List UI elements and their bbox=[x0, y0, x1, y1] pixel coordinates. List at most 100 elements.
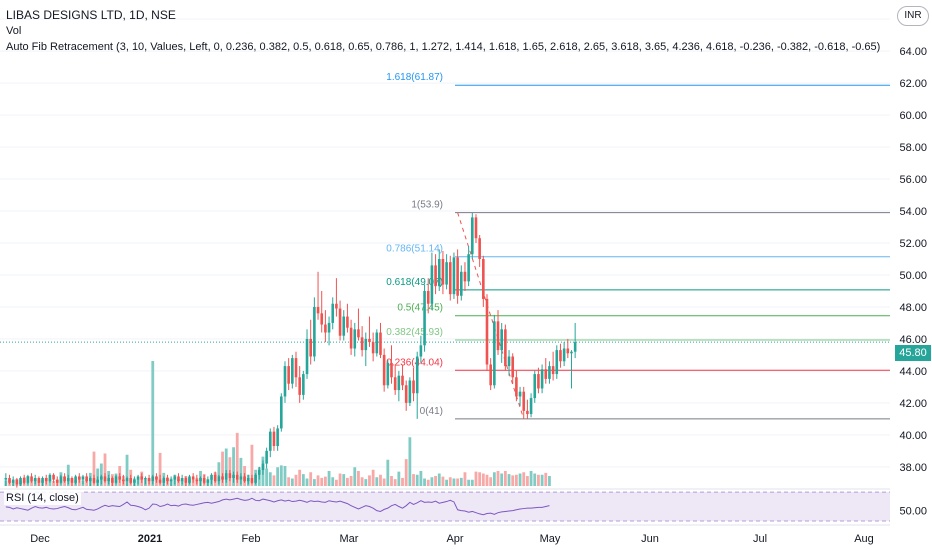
candle-body bbox=[81, 476, 85, 480]
fib-level-label: 0.236(44.04) bbox=[386, 357, 443, 368]
candle-body bbox=[151, 476, 155, 482]
candle-body bbox=[324, 324, 327, 333]
candle-body bbox=[235, 474, 239, 480]
rsi-legend[interactable]: RSI (14, close) bbox=[4, 491, 81, 505]
volume-bar bbox=[492, 472, 496, 486]
candle-body bbox=[140, 476, 144, 480]
candle-body bbox=[309, 338, 312, 357]
candle-body bbox=[562, 348, 566, 362]
time-tick-label: Dec bbox=[30, 533, 50, 545]
candle-body bbox=[452, 257, 456, 295]
candle-body bbox=[125, 478, 129, 482]
fib-level-label: 0.382(45.93) bbox=[386, 327, 443, 338]
candle-body bbox=[331, 303, 335, 323]
candle-body bbox=[489, 364, 492, 386]
volume-bar bbox=[235, 432, 239, 486]
volume-bar bbox=[445, 479, 448, 486]
volume-bar bbox=[290, 478, 294, 486]
candle-body bbox=[515, 377, 518, 397]
volume-bar bbox=[503, 471, 507, 486]
price-axis-background bbox=[890, 0, 932, 550]
candle-body bbox=[390, 362, 393, 378]
volume-bar bbox=[401, 477, 404, 486]
candle-body bbox=[22, 478, 26, 483]
candle-body bbox=[224, 473, 228, 480]
candle-body bbox=[500, 329, 503, 351]
candle-body bbox=[280, 396, 283, 429]
volume-bar bbox=[364, 479, 368, 486]
volume-bar bbox=[423, 478, 426, 486]
last-price-tag: 45.80 bbox=[895, 345, 931, 361]
candle-body bbox=[147, 478, 151, 482]
candle-body bbox=[287, 366, 290, 384]
candle-body bbox=[250, 478, 254, 483]
candle-body bbox=[276, 428, 279, 447]
volume-bar bbox=[316, 475, 320, 486]
candle-body bbox=[386, 362, 390, 386]
candle-body bbox=[467, 254, 470, 282]
volume-bar bbox=[217, 462, 221, 486]
candle-body bbox=[191, 476, 195, 480]
volume-bar bbox=[224, 448, 228, 486]
volume-bar bbox=[312, 479, 316, 486]
rsi-tick-label: 50.00 bbox=[899, 506, 927, 518]
candle-body bbox=[430, 265, 434, 304]
candle-body bbox=[522, 391, 526, 411]
candle-body bbox=[360, 337, 364, 351]
candle-body bbox=[265, 450, 268, 464]
volume-bar bbox=[320, 477, 324, 486]
volume-bar bbox=[412, 474, 415, 486]
candle-body bbox=[485, 298, 489, 365]
candle-body bbox=[89, 478, 92, 482]
price-tick-label: 56.00 bbox=[899, 174, 927, 186]
candle-body bbox=[19, 478, 22, 485]
rsi-line bbox=[5, 497, 550, 516]
candle-body bbox=[408, 380, 412, 403]
volume-bar bbox=[346, 477, 349, 486]
candle-body bbox=[291, 358, 294, 384]
time-tick-label: Jun bbox=[641, 533, 659, 545]
volume-bar bbox=[489, 477, 493, 486]
candle-body bbox=[15, 479, 19, 485]
candle-body bbox=[213, 474, 217, 482]
candle-body bbox=[74, 476, 77, 483]
volume-bar bbox=[419, 471, 423, 486]
candle-body bbox=[456, 257, 459, 296]
candle-body bbox=[320, 313, 324, 325]
currency-button[interactable]: INR bbox=[897, 6, 929, 26]
volume-bar bbox=[500, 473, 504, 486]
candle-body bbox=[294, 358, 298, 378]
candle-body bbox=[66, 478, 70, 482]
candle-body bbox=[570, 351, 573, 354]
time-tick-label: 2021 bbox=[138, 533, 162, 545]
candle-body bbox=[507, 356, 511, 367]
volume-bar bbox=[305, 478, 309, 486]
volume-bar bbox=[309, 472, 313, 486]
candle-body bbox=[419, 345, 423, 357]
volume-bar bbox=[335, 479, 338, 486]
candle-body bbox=[346, 316, 349, 328]
candle-body bbox=[526, 410, 529, 415]
volume-legend[interactable]: Vol bbox=[6, 25, 22, 37]
volume-bar bbox=[191, 479, 195, 486]
candle-body bbox=[70, 478, 74, 483]
volume-bar bbox=[507, 474, 511, 486]
fib-indicator-legend[interactable]: Auto Fib Retracement (3, 10, Values, Lef… bbox=[6, 41, 881, 53]
candle-body bbox=[4, 478, 8, 480]
price-tick-label: 44.00 bbox=[899, 366, 927, 378]
candle-body bbox=[559, 350, 562, 362]
candle-body bbox=[471, 217, 474, 255]
candle-body bbox=[133, 479, 136, 483]
candle-body bbox=[55, 479, 59, 483]
candle-body bbox=[44, 478, 48, 482]
volume-bar bbox=[239, 457, 243, 486]
candle-body bbox=[107, 478, 110, 482]
volume-bar bbox=[232, 447, 235, 486]
candle-body bbox=[555, 350, 559, 375]
candle-body bbox=[217, 476, 221, 482]
candle-body bbox=[180, 478, 184, 482]
chart-grid bbox=[0, 18, 932, 526]
candle-body bbox=[166, 478, 169, 482]
volume-bar bbox=[158, 452, 162, 486]
